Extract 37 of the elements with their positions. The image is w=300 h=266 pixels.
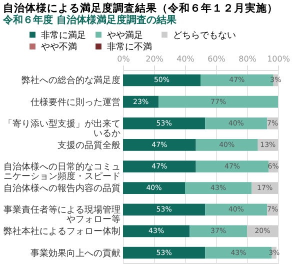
bar — [185, 182, 252, 194]
bar — [196, 139, 258, 151]
legend-label: やや不満 — [41, 42, 77, 52]
bar — [190, 225, 247, 238]
x-tick-label: 0% — [117, 54, 130, 64]
bar — [205, 117, 268, 130]
chart-subtitle: 令和６年度 自治体様満足度調査の結果 — [2, 14, 178, 26]
x-tick-label: 100% — [267, 54, 290, 64]
x-tick-label: 60% — [208, 54, 226, 64]
y-tick-label: 弊社への総合的な満足度 — [22, 75, 120, 86]
bar — [158, 96, 278, 108]
x-tick-label: 80% — [238, 54, 257, 64]
y-tick-label: 仕様要件に則った運営 — [30, 96, 120, 108]
y-tick-label: 「寄り添い型支援」が出来ているか — [4, 118, 120, 139]
y-tick-label: 自治体様への日常的なコミュニケーション頻度・スピード — [4, 162, 120, 182]
bar — [123, 139, 196, 151]
x-tick-label: 20% — [146, 54, 164, 64]
y-tick-label: 自治体様への報告内容の品質 — [4, 183, 120, 194]
y-tick-label: 弊社本社によるフォロー体制 — [4, 226, 120, 238]
bar — [123, 204, 206, 216]
legend-label: どちらでもない — [173, 30, 236, 41]
bar — [123, 182, 185, 194]
y-tick-label: 事業効果向上への貢献 — [30, 248, 120, 259]
bar — [123, 74, 200, 86]
bar — [123, 160, 196, 172]
y-tick-label: 支援の品質全般 — [58, 140, 120, 151]
x-tick-label: 40% — [176, 54, 195, 64]
bar — [205, 204, 268, 216]
bar — [196, 160, 269, 172]
legend-label: 非常に満足 — [41, 30, 86, 41]
bar — [123, 246, 206, 259]
bar — [123, 117, 206, 130]
bar — [123, 225, 190, 238]
chart-title: 自治体様による満足度調査結果（令和６年１２月実施） — [3, 2, 278, 14]
legend-label: 非常に不満 — [107, 42, 152, 52]
legend-label: やや満足 — [107, 30, 143, 41]
y-tick-label: 事業責任者等による現場管理やフォロー等 — [4, 204, 120, 226]
